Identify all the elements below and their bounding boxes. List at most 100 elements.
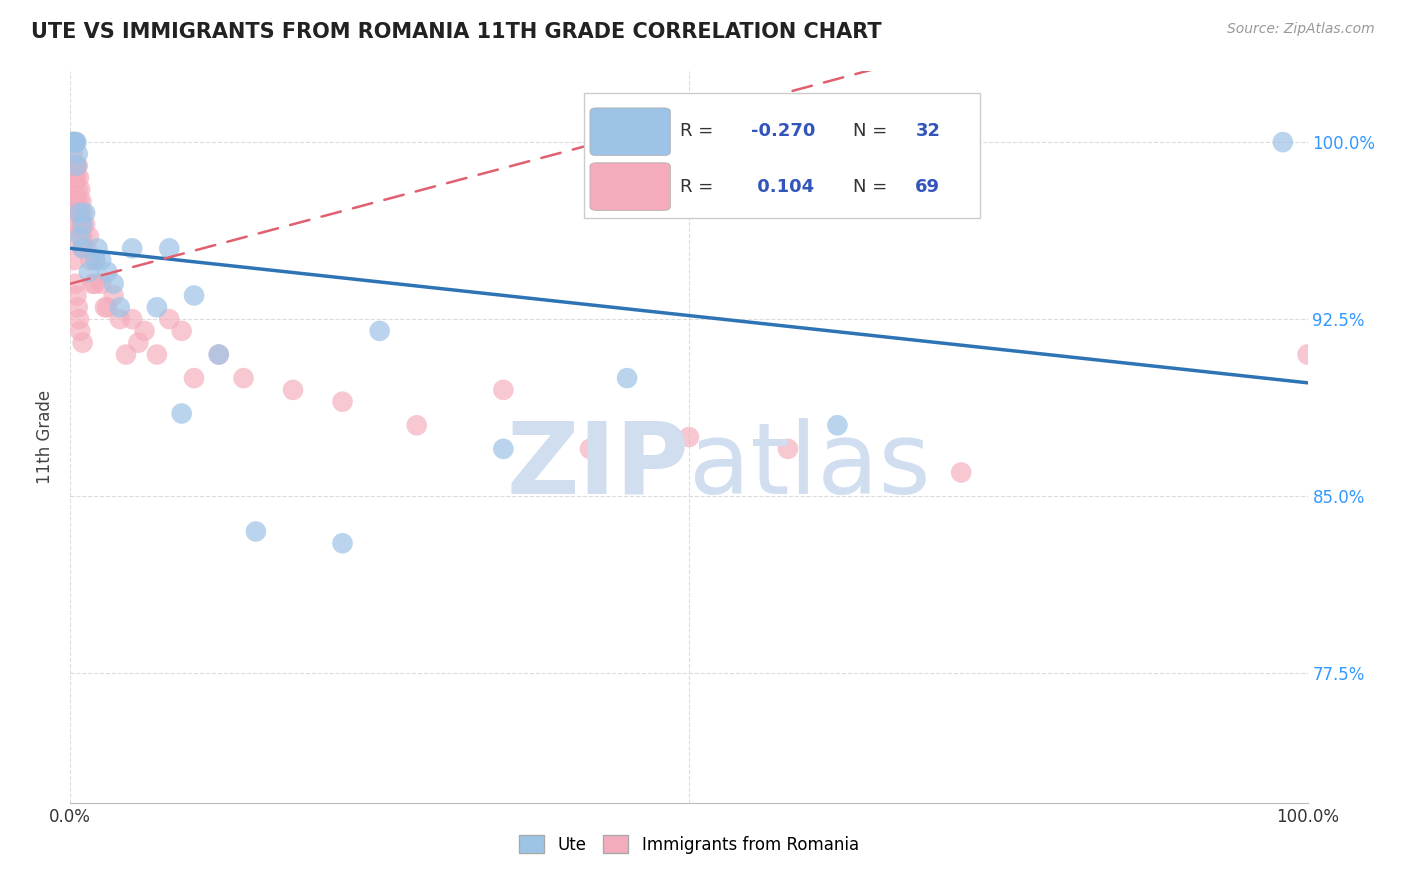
Point [281,383,304,397]
FancyBboxPatch shape [583,94,980,218]
Point [157,241,180,255]
Point [332,394,354,409]
Text: -0.270: -0.270 [751,122,815,140]
Point [492,383,515,397]
Text: ZIP: ZIP [506,417,689,515]
Point [65,170,87,185]
Point [65,170,87,185]
Point [66,159,89,173]
Point [72,218,94,232]
Text: 69: 69 [915,178,941,196]
FancyBboxPatch shape [591,108,671,155]
Point [96,301,118,315]
Point [63,135,86,149]
Point [82,277,104,291]
Point [72,229,94,244]
Point [90,277,112,291]
Legend: Ute, Immigrants from Romania: Ute, Immigrants from Romania [513,829,865,860]
Point [368,324,391,338]
Point [62,229,84,244]
Point [69,182,91,196]
Text: N =: N = [853,178,893,196]
Point [67,312,90,326]
Point [170,407,193,421]
Point [183,371,205,385]
Text: N =: N = [853,122,893,140]
Point [66,182,89,196]
Point [75,206,97,220]
Point [72,241,94,255]
FancyBboxPatch shape [591,163,671,211]
Point [67,206,90,220]
Point [96,265,118,279]
Point [121,312,143,326]
Point [208,347,231,361]
Point [232,371,254,385]
Point [579,442,602,456]
Point [70,218,93,232]
Point [65,194,87,208]
Point [69,206,91,220]
Point [115,347,138,361]
Point [332,536,354,550]
Point [134,324,156,338]
Point [84,277,107,291]
Y-axis label: 11th Grade: 11th Grade [37,390,55,484]
Point [65,277,87,291]
Point [1296,347,1319,361]
Point [90,253,112,268]
Point [65,159,87,173]
Point [63,159,86,173]
Point [69,324,91,338]
Point [127,335,149,350]
Text: R =: R = [681,122,720,140]
Point [77,265,100,279]
Point [79,253,101,268]
Point [63,182,86,196]
Text: UTE VS IMMIGRANTS FROM ROMANIA 11TH GRADE CORRELATION CHART: UTE VS IMMIGRANTS FROM ROMANIA 11TH GRAD… [31,22,882,42]
Point [60,135,83,149]
Text: 0.104: 0.104 [751,178,814,196]
Point [77,229,100,244]
Point [827,418,849,433]
Point [65,135,87,149]
Point [66,301,89,315]
Point [157,312,180,326]
Point [63,135,86,149]
Point [67,170,90,185]
Point [678,430,700,444]
Point [62,135,84,149]
Point [65,288,87,302]
Point [72,241,94,255]
Point [69,229,91,244]
Point [62,147,84,161]
Point [66,147,89,161]
Point [63,253,86,268]
Text: R =: R = [681,178,720,196]
Point [72,335,94,350]
Point [75,218,97,232]
Point [103,288,125,302]
Point [146,301,169,315]
Point [60,135,83,149]
Point [170,324,193,338]
Point [65,218,87,232]
Point [65,135,87,149]
Point [776,442,799,456]
Point [70,194,93,208]
Point [492,442,515,456]
Point [86,241,108,255]
Point [65,135,87,149]
Point [616,371,638,385]
Point [950,466,973,480]
Point [108,301,131,315]
Point [65,159,87,173]
Point [1271,135,1294,149]
Point [67,194,90,208]
Point [63,170,86,185]
Point [63,135,86,149]
Point [84,253,107,268]
Point [208,347,231,361]
Point [65,194,87,208]
Point [183,288,205,302]
